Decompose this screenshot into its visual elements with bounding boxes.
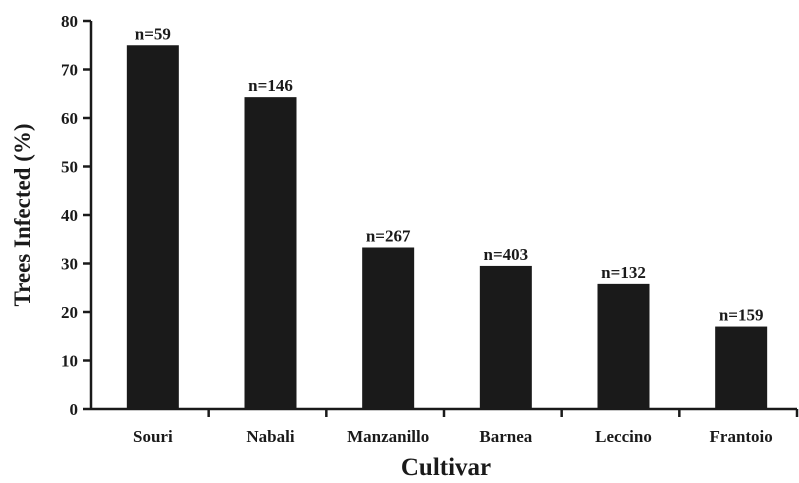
x-tick-label: Barnea xyxy=(479,427,532,446)
bars xyxy=(126,45,768,410)
bar-frantoio xyxy=(715,326,768,409)
y-tick-label: 30 xyxy=(61,255,78,274)
y-tick-label: 20 xyxy=(61,303,78,322)
data-label: n=267 xyxy=(366,226,411,245)
y-tick-label: 70 xyxy=(61,61,78,80)
x-tick-label: Leccino xyxy=(595,427,652,446)
data-label: n=403 xyxy=(484,245,529,264)
bar-leccino xyxy=(597,283,650,409)
y-axis-title: Trees Infected (%) xyxy=(10,123,35,306)
data-label: n=59 xyxy=(135,24,171,43)
data-label: n=132 xyxy=(601,263,646,282)
x-tick-label: Frantoio xyxy=(710,427,773,446)
labels: n=59 Souri n=146 Nabali n=267 Manzanillo n=403… xyxy=(133,24,773,446)
y-tick-label: 40 xyxy=(61,206,78,225)
y-tick-label: 10 xyxy=(61,352,78,371)
x-tick-label: Nabali xyxy=(246,427,294,446)
y-tick-label: 50 xyxy=(61,158,78,177)
y-tick-label: 80 xyxy=(61,12,78,31)
data-label: n=146 xyxy=(248,76,293,95)
y-tick-label: 0 xyxy=(70,400,79,419)
x-tick-label: Manzanillo xyxy=(347,427,429,446)
x-axis-title: Cultivar xyxy=(401,454,491,481)
data-label: n=159 xyxy=(719,306,764,325)
bar-nabali xyxy=(244,97,297,410)
axes: 0 10 20 30 40 50 60 70 80 xyxy=(61,12,799,419)
bar-barnea xyxy=(479,265,532,409)
y-tick-label: 60 xyxy=(61,109,78,128)
bar-souri xyxy=(126,45,179,409)
x-tick-label: Souri xyxy=(133,427,173,446)
bar-manzanillo xyxy=(362,247,415,409)
